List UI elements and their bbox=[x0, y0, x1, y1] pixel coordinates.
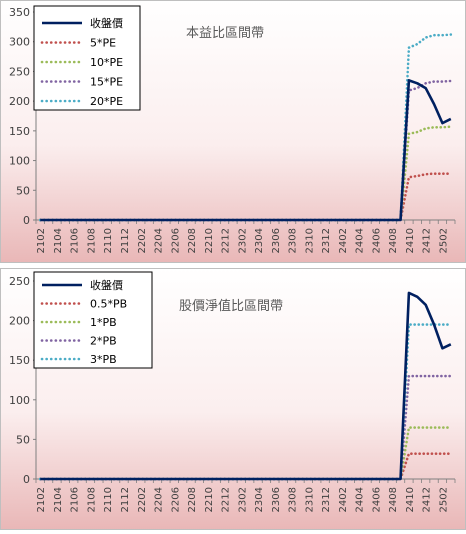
y-tick-label: 200 bbox=[9, 315, 30, 328]
x-tick-label: 2110 bbox=[103, 228, 114, 253]
x-tick-label: 2204 bbox=[154, 487, 165, 512]
x-tick-label: 2212 bbox=[221, 487, 232, 512]
x-tick-label: 2106 bbox=[70, 228, 81, 253]
series-line-0 bbox=[40, 291, 452, 481]
x-tick-label: 2404 bbox=[355, 487, 366, 512]
x-tick-label: 2204 bbox=[154, 228, 165, 253]
x-tick-label: 2108 bbox=[86, 228, 97, 253]
legend-box bbox=[33, 5, 141, 111]
x-tick-label: 2408 bbox=[388, 487, 399, 512]
x-tick-label: 2310 bbox=[304, 228, 315, 253]
x-tick-label: 2104 bbox=[53, 228, 64, 253]
legend: 收盤價 5*PE 10*PE 15*PE 20*PE bbox=[33, 5, 141, 111]
x-tick-label: 2308 bbox=[288, 487, 299, 512]
x-tick-label: 2410 bbox=[405, 228, 416, 253]
x-tick-label: 2212 bbox=[221, 228, 232, 253]
y-tick-label: 250 bbox=[9, 275, 30, 288]
x-tick-label: 2206 bbox=[170, 228, 181, 253]
y-tick-label: 0 bbox=[23, 214, 30, 227]
x-tick-label: 2312 bbox=[321, 228, 332, 253]
x-tick-label: 2112 bbox=[120, 487, 131, 512]
legend-label: 5*PE bbox=[90, 37, 116, 50]
legend-label: 2*PB bbox=[90, 335, 117, 348]
x-tick-label: 2306 bbox=[271, 487, 282, 512]
chart-title: 本益比區間帶 bbox=[186, 26, 264, 41]
x-tick-label: 2410 bbox=[405, 487, 416, 512]
series-line-0 bbox=[40, 79, 452, 222]
x-tick-label: 2412 bbox=[422, 487, 433, 512]
legend-label: 10*PE bbox=[90, 56, 123, 69]
x-tick-label: 2402 bbox=[338, 487, 349, 512]
x-tick-label: 2108 bbox=[86, 487, 97, 512]
legend-label: 收盤價 bbox=[90, 278, 123, 292]
x-tick-label: 2106 bbox=[70, 487, 81, 512]
x-tick-label: 2202 bbox=[137, 228, 148, 253]
x-tick-label: 2104 bbox=[53, 487, 64, 512]
x-tick-label: 2302 bbox=[237, 487, 248, 512]
x-tick-label: 2502 bbox=[438, 487, 449, 512]
legend-label: 0.5*PB bbox=[90, 298, 127, 311]
x-tick-label: 2202 bbox=[137, 487, 148, 512]
y-tick-label: 100 bbox=[9, 155, 30, 168]
x-tick-label: 2102 bbox=[36, 228, 47, 253]
pb-band-chart-panel: 0 50 100 150 200 250 2102 2104 2106 2108 2110 2112 2… bbox=[0, 268, 466, 530]
y-tick-label: 100 bbox=[9, 394, 30, 407]
x-tick-label: 2102 bbox=[36, 487, 47, 512]
x-tick-label: 2402 bbox=[338, 228, 349, 253]
x-tick-label: 2304 bbox=[254, 228, 265, 253]
x-tick-label: 2304 bbox=[254, 487, 265, 512]
legend-label: 1*PB bbox=[90, 316, 117, 329]
legend-box bbox=[33, 271, 153, 369]
y-tick-label: 0 bbox=[23, 473, 30, 486]
x-tick-label: 2210 bbox=[204, 487, 215, 512]
x-tick-label: 2208 bbox=[187, 487, 198, 512]
legend-label: 收盤價 bbox=[90, 16, 123, 30]
y-tick-label: 250 bbox=[9, 65, 30, 78]
y-tick-label: 300 bbox=[9, 36, 30, 49]
y-tick-label: 150 bbox=[9, 125, 30, 138]
x-tick-label: 2408 bbox=[388, 228, 399, 253]
x-tick-label: 2206 bbox=[170, 487, 181, 512]
x-tick-label: 2406 bbox=[371, 487, 382, 512]
legend-label: 15*PE bbox=[90, 76, 123, 89]
y-tick-label: 150 bbox=[9, 354, 30, 367]
x-tick-label: 2208 bbox=[187, 228, 198, 253]
x-tick-label: 2310 bbox=[304, 487, 315, 512]
x-tick-label: 2502 bbox=[438, 228, 449, 253]
x-tick-label: 2210 bbox=[204, 228, 215, 253]
pb-band-chart: 0 50 100 150 200 250 2102 2104 2106 2108 2110 2112 2… bbox=[0, 268, 466, 530]
pe-band-chart-panel: 0 50 100 150 200 250 300 350 2102 2104 2106 2108 211… bbox=[0, 0, 466, 263]
chart-title: 股價淨值比區間帶 bbox=[179, 298, 283, 314]
y-tick-label: 50 bbox=[16, 433, 30, 446]
y-tick-label: 350 bbox=[9, 6, 30, 19]
legend-label: 20*PE bbox=[90, 95, 123, 108]
x-tick-label: 2406 bbox=[371, 228, 382, 253]
x-tick-label: 2312 bbox=[321, 487, 332, 512]
pe-band-chart: 0 50 100 150 200 250 300 350 2102 2104 2106 2108 211… bbox=[0, 0, 466, 263]
x-tick-label: 2302 bbox=[237, 228, 248, 253]
x-tick-label: 2112 bbox=[120, 228, 131, 253]
x-tick-label: 2404 bbox=[355, 228, 366, 253]
y-tick-label: 50 bbox=[16, 184, 30, 197]
legend-label: 3*PB bbox=[90, 353, 117, 366]
x-tick-label: 2308 bbox=[288, 228, 299, 253]
x-tick-label: 2412 bbox=[422, 228, 433, 253]
y-tick-label: 200 bbox=[9, 95, 30, 108]
legend: 收盤價 0.5*PB 1*PB 2*PB 3*PB bbox=[33, 271, 153, 369]
x-tick-label: 2306 bbox=[271, 228, 282, 253]
x-tick-label: 2110 bbox=[103, 487, 114, 512]
